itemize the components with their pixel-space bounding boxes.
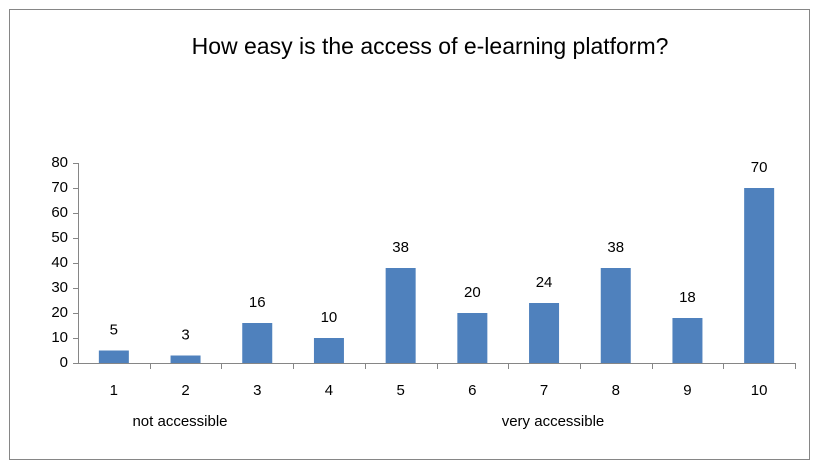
data-label: 16 [249,294,266,311]
annotation: very accessible [502,413,605,430]
data-label: 20 [464,284,481,301]
x-tick-label: 1 [110,382,118,399]
data-label: 5 [110,321,118,338]
y-tick-label: 10 [51,329,68,346]
data-label: 38 [607,239,624,256]
x-tick-label: 5 [396,382,404,399]
bar [457,313,488,363]
annotation: not accessible [132,413,227,430]
chart-border [9,9,810,460]
bar [98,350,129,363]
y-tick-label: 20 [51,304,68,321]
data-label: 3 [181,326,189,343]
bar [672,318,703,363]
y-tick-label: 40 [51,254,68,271]
bar [313,338,344,363]
data-label: 24 [536,274,553,291]
x-tick-label: 6 [468,382,476,399]
x-tick-label: 2 [181,382,189,399]
x-tick-label: 3 [253,382,261,399]
x-tick-label: 9 [683,382,691,399]
chart-title: How easy is the access of e-learning pla… [192,33,669,59]
y-tick-label: 60 [51,204,68,221]
x-tick-label: 8 [612,382,620,399]
y-tick-label: 0 [60,354,68,371]
bar [385,268,416,363]
y-tick-label: 50 [51,229,68,246]
x-tick-label: 10 [751,382,768,399]
data-label: 70 [751,159,768,176]
bar [600,268,631,363]
y-tick-label: 30 [51,279,68,296]
data-label: 38 [392,239,409,256]
x-tick-label: 7 [540,382,548,399]
bar [170,355,201,363]
bar [744,188,775,363]
bar [242,323,273,363]
data-label: 18 [679,289,696,306]
x-tick-label: 4 [325,382,333,399]
y-tick-label: 80 [51,154,68,171]
y-tick-label: 70 [51,179,68,196]
bar [529,303,560,363]
data-label: 10 [321,309,338,326]
